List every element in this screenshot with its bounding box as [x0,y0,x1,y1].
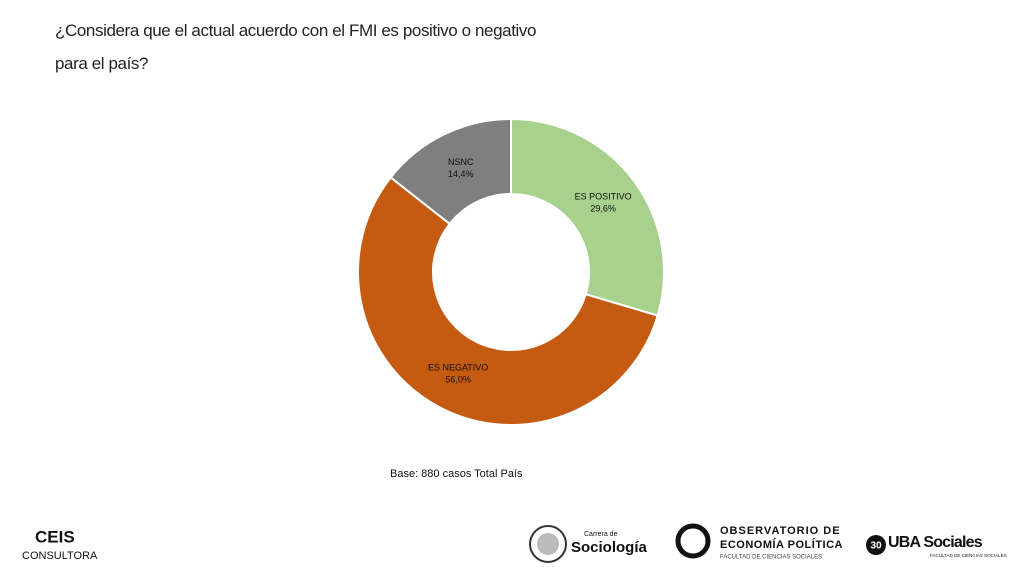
slice-label: ES NEGATIVO [428,363,488,373]
value-label: 29,6% [590,204,616,214]
logo-observatorio: OBSERVATORIO DE ECONOMÍA POLÍTICA FACULT… [675,523,843,561]
logo-text: Carrera de [584,531,618,538]
logo-badge [866,535,886,555]
slice-label: NSNC [448,157,474,167]
donut-slice [510,117,665,317]
logo-text: FACULTAD DE CIENCIAS SOCIALES [930,553,1007,558]
logo-text: CONSULTORA [22,550,98,562]
note: Base: 880 casos Total País [390,468,523,480]
logo-uba: 30 UBA Sociales FACULTAD DE CIENCIAS SOC… [866,534,1007,558]
value-label: 56,0% [445,375,471,385]
chart-title: ¿Considera que el actual acuerdo con el … [55,21,537,73]
slice-label: ES POSITIVO [575,192,632,202]
logo-text: 30 [870,541,882,552]
value-label: 14,4% [448,169,474,179]
logo-text: ECONOMÍA POLÍTICA [720,538,843,551]
logo-ring [675,523,711,559]
logo-seal-inner [537,533,559,555]
logo-text: Sociología [571,539,648,556]
logo-ceis: CEIS CONSULTORA [22,527,98,561]
donut-slice [357,176,659,426]
logo-text: OBSERVATORIO DE [720,525,841,537]
donut-slice [389,117,512,226]
logo-text: CEIS [35,527,75,546]
logo-text: FACULTAD DE CIENCIAS SOCIALES [720,555,822,561]
logo-text: UBA Sociales [888,534,983,551]
logo-sociologia: Carrera de Sociología [529,525,648,563]
